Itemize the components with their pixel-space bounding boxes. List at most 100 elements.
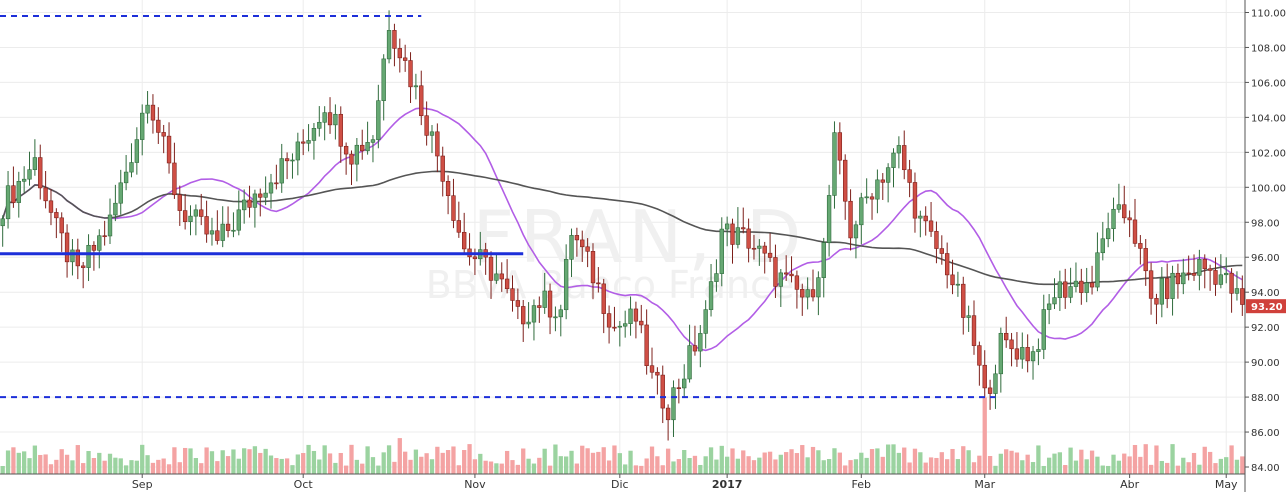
volume-bars [0, 397, 1245, 474]
candle-body [11, 185, 16, 203]
candle-body [928, 220, 934, 232]
candle [703, 300, 708, 349]
volume-bar [649, 446, 655, 474]
candle [590, 243, 596, 300]
volume-bar [585, 448, 590, 474]
candle [1036, 338, 1041, 366]
volume-bar [435, 446, 440, 474]
volume-bar [413, 449, 419, 474]
volume-bar [204, 447, 209, 474]
candle [563, 244, 569, 320]
volume-bar [993, 465, 998, 474]
volume-bar [1186, 462, 1191, 474]
volume-bar [1143, 444, 1148, 474]
candle [1224, 257, 1229, 284]
x-tick-label: Abr [1120, 478, 1140, 491]
candle-body [757, 245, 762, 249]
candle-body [896, 145, 902, 154]
volume-bar [22, 451, 27, 474]
candle-body [944, 253, 950, 276]
candle-body [875, 179, 880, 200]
candle [531, 299, 537, 341]
volume-bar [156, 459, 161, 474]
candle [741, 207, 746, 234]
candle [16, 171, 21, 218]
candle [692, 325, 698, 356]
candle-body [977, 345, 982, 366]
volume-bar [778, 454, 783, 474]
volume-bar [182, 447, 188, 474]
volume-bar [1148, 464, 1154, 474]
candle-body [397, 48, 402, 59]
candle [199, 193, 204, 226]
sma-long-line [1, 170, 1243, 286]
candle [419, 70, 424, 126]
y-tick-label: 90.00 [1251, 358, 1280, 369]
candle-body [660, 374, 665, 409]
candle-body [526, 321, 531, 325]
candle [596, 267, 601, 293]
candle-body [1229, 272, 1234, 294]
candle [1089, 265, 1095, 295]
candle [1138, 235, 1143, 265]
candle [998, 327, 1004, 393]
candle [424, 101, 429, 146]
volume-bar [875, 448, 880, 474]
candle [510, 275, 515, 312]
candle [843, 154, 848, 220]
volume-bar [596, 451, 601, 474]
y-tick-label: 100.00 [1251, 183, 1286, 194]
y-tick-label: 106.00 [1251, 78, 1286, 89]
candle-body [241, 199, 247, 211]
volume-bar [1100, 465, 1105, 474]
volume-bar [290, 465, 295, 474]
volume-bar [987, 455, 993, 474]
candle-body [225, 223, 231, 231]
volume-bar [757, 457, 762, 474]
candle-body [934, 231, 939, 249]
volume-bar [542, 448, 547, 474]
candle [11, 166, 16, 208]
y-axis[interactable]: 110.00 108.00 106.00 104.00 102.00 100.00 98.0… [1244, 0, 1286, 492]
volume-bar [397, 438, 402, 474]
candle-body [1138, 243, 1143, 249]
candle-body [365, 142, 370, 152]
candle-body [1084, 282, 1089, 293]
volume-bar [376, 465, 381, 474]
volume-bar [419, 456, 424, 474]
volume-bar [86, 451, 91, 474]
volume-bar [1073, 460, 1079, 474]
volume-bar [907, 462, 912, 474]
volume-bar [145, 455, 150, 474]
candle-body [360, 144, 365, 152]
candle [295, 132, 301, 176]
y-tick-label: 94.00 [1251, 288, 1280, 299]
x-axis[interactable]: Sep Oct Nov Dic 2017 Feb Mar Abr May [0, 473, 1245, 491]
volume-bar [1165, 462, 1170, 474]
volume-bar [70, 460, 75, 474]
volume-bar [912, 448, 918, 474]
candle [5, 171, 11, 229]
candle-body [553, 316, 558, 319]
candle-body [923, 215, 928, 222]
candle [1213, 257, 1218, 296]
volume-bar [751, 460, 757, 474]
candle [1084, 267, 1089, 303]
volume-bar [0, 466, 5, 474]
volume-bar [220, 450, 225, 474]
candle-body [719, 228, 724, 274]
volume-bar [27, 458, 32, 474]
candle-body [279, 158, 284, 184]
volume-bar [38, 454, 43, 474]
candle-body [580, 239, 585, 248]
volume-bar [547, 465, 553, 474]
volume-bar [773, 459, 778, 474]
candle-body [123, 171, 129, 184]
volume-bar [1181, 457, 1186, 474]
candle [215, 210, 220, 245]
volume-bar [1079, 449, 1084, 474]
y-tick-label: 110.00 [1251, 8, 1286, 19]
volume-bar [199, 463, 204, 474]
